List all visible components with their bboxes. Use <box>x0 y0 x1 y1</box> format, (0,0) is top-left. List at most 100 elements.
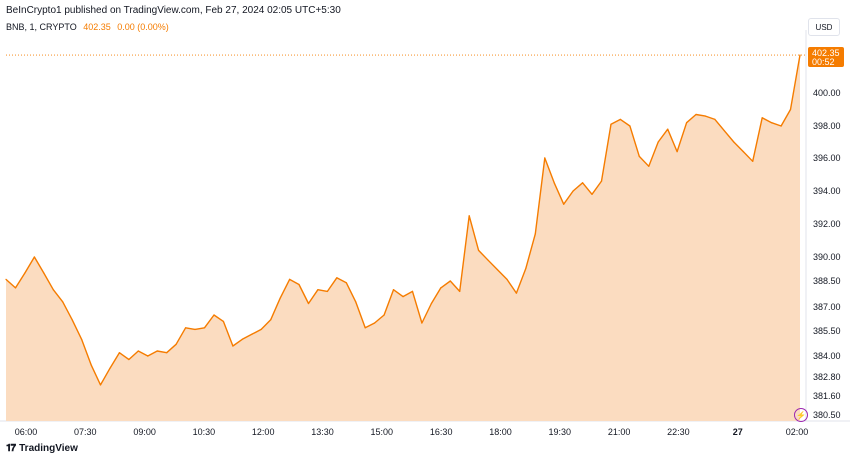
y-tick-label: 385.50 <box>813 326 841 336</box>
x-tick-label: 07:30 <box>74 427 97 437</box>
data-point <box>487 259 489 261</box>
data-point <box>468 215 470 217</box>
symbol-legend: BNB, 1, CRYPTO 402.35 0.00 (0.00%) <box>6 22 169 32</box>
data-point <box>62 301 64 303</box>
lightning-icon[interactable]: ⚡ <box>794 408 808 422</box>
price-tag-countdown: 00:52 <box>812 57 835 67</box>
x-tick-label: 15:00 <box>371 427 394 437</box>
data-point <box>799 54 801 56</box>
data-point <box>402 296 404 298</box>
x-tick-label: 19:30 <box>549 427 572 437</box>
data-point <box>99 384 102 386</box>
data-point <box>752 160 754 162</box>
data-point <box>610 123 612 125</box>
data-point <box>52 289 54 291</box>
data-point <box>761 117 763 119</box>
x-tick-label: 02:00 <box>786 427 809 437</box>
data-point <box>667 128 669 130</box>
data-point <box>723 130 726 132</box>
data-point <box>14 287 17 289</box>
data-point <box>714 118 716 120</box>
data-point <box>128 358 130 361</box>
y-tick-label: 394.00 <box>813 186 841 196</box>
data-point <box>81 338 83 340</box>
x-tick-label: 27 <box>733 427 743 437</box>
data-point <box>600 180 603 182</box>
data-point <box>364 327 366 329</box>
tradingview-logo-icon: 𝟏𝟕 <box>6 443 16 454</box>
data-point <box>496 269 499 271</box>
data-point <box>222 320 224 322</box>
y-tick-label: 392.00 <box>813 219 841 229</box>
tradingview-branding: 𝟏𝟕 TradingView <box>6 443 78 454</box>
data-point <box>355 301 357 303</box>
data-point <box>534 233 536 235</box>
data-point <box>629 125 631 127</box>
data-point <box>695 113 697 116</box>
data-point <box>411 290 414 292</box>
data-point <box>5 278 7 280</box>
data-point <box>270 319 272 321</box>
data-point <box>260 328 262 330</box>
x-tick-label: 21:00 <box>608 427 631 437</box>
data-point <box>676 151 678 153</box>
data-point <box>563 203 565 205</box>
data-point <box>185 327 187 329</box>
data-point <box>638 155 640 157</box>
x-tick-label: 09:00 <box>133 427 156 437</box>
data-point <box>307 302 310 305</box>
data-point <box>780 125 782 127</box>
x-tick-label: 10:30 <box>193 427 216 437</box>
data-point <box>289 278 291 280</box>
data-point <box>279 297 281 299</box>
data-point <box>43 272 45 274</box>
data-point <box>251 333 253 335</box>
data-point <box>166 352 168 354</box>
series-area <box>6 55 800 421</box>
data-point <box>33 256 36 258</box>
x-tick-label: 16:30 <box>430 427 453 437</box>
data-point <box>213 314 215 316</box>
data-point <box>374 322 376 324</box>
data-point <box>657 141 659 143</box>
data-point <box>232 345 234 347</box>
data-point <box>553 182 555 184</box>
data-point <box>203 327 206 329</box>
data-point <box>478 249 480 251</box>
data-point <box>298 283 300 286</box>
data-point <box>71 319 73 321</box>
y-tick-label: 388.50 <box>813 276 841 286</box>
x-tick-label: 13:30 <box>311 427 334 437</box>
data-point <box>591 193 593 195</box>
data-point <box>686 122 688 124</box>
x-tick-label: 22:30 <box>667 427 690 437</box>
data-point <box>525 267 527 269</box>
y-tick-label: 400.00 <box>813 88 841 98</box>
data-point <box>582 182 584 184</box>
y-tick-label: 382.80 <box>813 372 841 382</box>
data-point <box>619 118 622 120</box>
data-point <box>336 277 338 279</box>
y-tick-label: 398.00 <box>813 121 841 131</box>
price-tag <box>808 47 844 68</box>
data-point <box>118 352 120 354</box>
data-point <box>449 280 451 282</box>
data-point <box>326 290 328 292</box>
published-line: BeInCrypto1 published on TradingView.com… <box>6 5 341 16</box>
data-point <box>90 364 92 366</box>
y-tick-label: 387.00 <box>813 302 841 312</box>
data-point <box>421 322 423 324</box>
y-tick-label: 381.60 <box>813 391 841 401</box>
data-point <box>789 108 792 111</box>
data-point <box>345 282 347 284</box>
currency-button[interactable]: USD <box>808 18 840 36</box>
data-point <box>440 287 442 289</box>
data-point <box>241 338 243 340</box>
symbol-label: BNB, 1, CRYPTO <box>6 22 77 32</box>
y-tick-label: 390.00 <box>813 252 841 262</box>
tradingview-logo-text: TradingView <box>19 443 78 454</box>
data-point <box>430 302 432 305</box>
data-point <box>733 141 735 143</box>
